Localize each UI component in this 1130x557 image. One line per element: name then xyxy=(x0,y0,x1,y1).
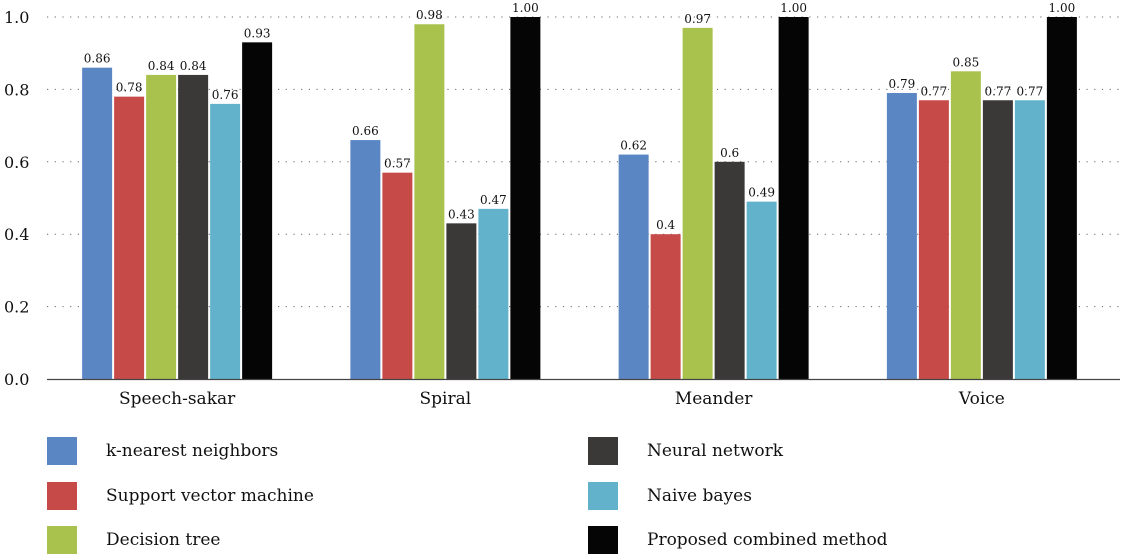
bar xyxy=(350,140,381,379)
y-tick-label: 0.2 xyxy=(4,298,29,317)
bar xyxy=(414,24,445,380)
x-category-label: Meander xyxy=(675,389,753,409)
y-tick-label: 1.0 xyxy=(4,8,29,27)
bar xyxy=(478,208,509,379)
bar xyxy=(82,67,113,380)
bar xyxy=(682,27,713,380)
data-label: 0.97 xyxy=(684,12,711,26)
bar xyxy=(714,161,745,379)
data-label: 0.57 xyxy=(384,157,411,171)
data-label: 0.6 xyxy=(720,146,739,160)
data-label: 0.49 xyxy=(748,186,775,200)
bar xyxy=(650,234,681,379)
y-tick-label: 0.4 xyxy=(4,225,29,244)
data-label: 0.77 xyxy=(985,84,1012,98)
x-category-label: Speech-sakar xyxy=(119,389,236,409)
y-axis-ticks: 0.0 0.2 0.4 0.6 0.8 1.0 xyxy=(4,8,29,389)
data-labels: 0.86 0.78 0.84 0.84 0.76 0.93 0.66 0.57 0.98 0.43… xyxy=(84,1,1075,232)
bar xyxy=(1014,100,1045,379)
bar xyxy=(382,172,413,379)
data-label: 1.00 xyxy=(512,1,539,15)
data-label: 0.85 xyxy=(953,55,980,69)
y-tick-label: 0.0 xyxy=(4,370,29,389)
bars xyxy=(82,17,1077,380)
bar xyxy=(242,42,273,380)
data-label: 1.00 xyxy=(1049,1,1076,15)
data-label: 0.4 xyxy=(656,218,675,232)
data-label: 0.84 xyxy=(180,59,207,73)
data-label: 0.62 xyxy=(620,139,647,153)
data-label: 1.00 xyxy=(780,1,807,15)
bar xyxy=(918,100,949,379)
x-axis-category-labels: Speech-sakar Spiral Meander Voice xyxy=(119,389,1005,409)
data-label: 0.78 xyxy=(116,81,143,95)
data-label: 0.76 xyxy=(212,88,239,102)
bar xyxy=(210,103,241,379)
x-category-label: Spiral xyxy=(420,389,472,409)
data-label: 0.79 xyxy=(889,77,916,91)
data-label: 0.43 xyxy=(448,207,475,221)
bar xyxy=(114,96,145,379)
bar xyxy=(1046,17,1077,379)
data-label: 0.77 xyxy=(1017,84,1044,98)
data-label: 0.77 xyxy=(921,84,948,98)
data-label: 0.98 xyxy=(416,8,443,22)
data-label: 0.86 xyxy=(84,52,111,66)
data-label: 0.66 xyxy=(352,124,379,138)
bar xyxy=(618,154,649,379)
data-label: 0.47 xyxy=(480,193,507,207)
bar xyxy=(446,223,477,379)
data-label: 0.93 xyxy=(244,26,271,40)
bar xyxy=(146,74,177,380)
bar xyxy=(950,71,981,380)
x-category-label: Voice xyxy=(958,389,1005,409)
bar xyxy=(886,93,917,380)
data-label: 0.84 xyxy=(148,59,175,73)
bar xyxy=(178,74,209,380)
bar xyxy=(746,201,777,379)
y-tick-label: 0.6 xyxy=(4,153,29,172)
bar xyxy=(982,100,1013,379)
bar xyxy=(778,17,809,379)
bar xyxy=(510,17,541,379)
y-tick-label: 0.8 xyxy=(4,80,29,99)
